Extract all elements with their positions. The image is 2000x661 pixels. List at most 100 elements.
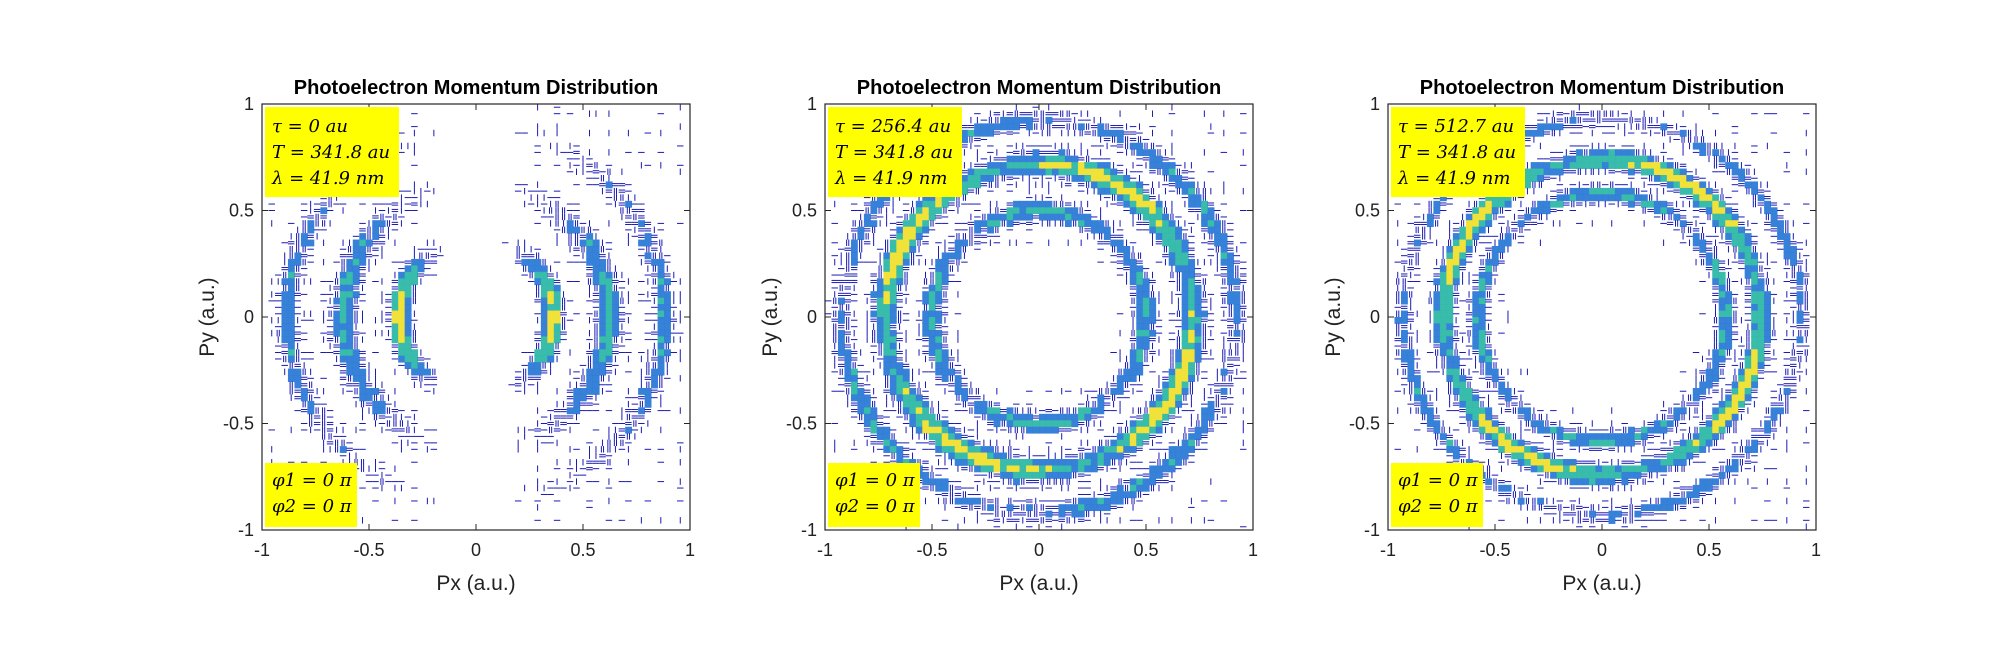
contour-cell — [883, 349, 890, 356]
contour-cell — [1136, 427, 1143, 434]
contour-cell — [651, 259, 658, 266]
contour-cell — [1084, 220, 1091, 227]
contour-cell — [948, 453, 955, 460]
contour-cell — [929, 336, 936, 343]
contour-cell — [968, 169, 975, 176]
contour-cell — [599, 265, 606, 272]
contour-cell — [658, 336, 665, 343]
contour-cell — [1130, 188, 1137, 195]
contour-cell — [573, 401, 580, 408]
contour-cell — [890, 246, 897, 253]
contour-cell — [664, 278, 671, 285]
contour-cell — [935, 356, 942, 363]
contour-cell — [528, 259, 535, 266]
contour-cell — [1091, 227, 1098, 234]
contour-cell — [333, 317, 340, 324]
contour-cell — [1084, 175, 1091, 182]
contour-cell — [1065, 472, 1072, 479]
contour-cell — [1000, 472, 1007, 479]
contour-cell — [606, 349, 613, 356]
contour-cell — [922, 401, 929, 408]
contour-cell — [333, 311, 340, 318]
contour-cell — [1045, 465, 1052, 472]
contour-cell — [1156, 207, 1163, 214]
contour-cell — [599, 369, 606, 376]
contour-cell — [948, 446, 955, 453]
contour-cell — [1136, 349, 1143, 356]
contour-cell — [942, 485, 949, 492]
contour-cell — [1052, 214, 1059, 221]
contour-cell — [942, 420, 949, 427]
contour-cell — [1149, 149, 1156, 156]
contour-cell — [294, 252, 301, 259]
contour-cell — [1117, 433, 1124, 440]
contour-cell — [359, 240, 366, 247]
contour-cell — [340, 304, 347, 311]
contour-cell — [955, 375, 962, 382]
contour-cell — [929, 427, 936, 434]
contour-cell — [974, 220, 981, 227]
y-tick-label: 0.5 — [792, 201, 817, 221]
contour-cell — [1013, 169, 1020, 176]
contour-cell — [1104, 498, 1111, 505]
contour-cell — [638, 407, 645, 414]
contour-cell — [411, 356, 418, 363]
contour-cell — [890, 336, 897, 343]
contour-cell — [1136, 143, 1143, 150]
contour-cell — [541, 285, 548, 292]
x-tick-label: -0.5 — [353, 540, 384, 560]
contour-cell — [405, 311, 412, 318]
contour-cell — [1097, 220, 1104, 227]
contour-cell — [1065, 156, 1072, 163]
contour-cell — [942, 259, 949, 266]
contour-cell — [593, 349, 600, 356]
contour-cell — [1143, 285, 1150, 292]
contour-cell — [935, 427, 942, 434]
contour-cell — [1201, 311, 1208, 318]
annotation-text: τ = 256.4 au — [835, 116, 951, 137]
contour-cell — [606, 181, 613, 188]
contour-cell — [883, 427, 890, 434]
contour-cell — [294, 382, 301, 389]
contour-cell — [929, 330, 936, 337]
contour-cell — [1130, 349, 1137, 356]
contour-cell — [935, 369, 942, 376]
contour-cell — [1039, 207, 1046, 214]
contour-cell — [961, 188, 968, 195]
x-tick-label: 0 — [471, 540, 481, 560]
contour-cell — [664, 291, 671, 298]
contour-cell — [974, 169, 981, 176]
contour-cell — [1401, 317, 1408, 324]
contour-cell — [883, 311, 890, 318]
contour-cell — [1169, 259, 1176, 266]
contour-cell — [1091, 169, 1098, 176]
contour-cell — [1045, 459, 1052, 466]
contour-cell — [890, 382, 897, 389]
contour-cell — [405, 362, 412, 369]
contour-cell — [664, 330, 671, 337]
contour-cell — [606, 336, 613, 343]
contour-cell — [651, 369, 658, 376]
contour-cell — [405, 317, 412, 324]
contour-cell — [935, 259, 942, 266]
contour-cell — [1084, 465, 1091, 472]
contour-cell — [554, 336, 561, 343]
contour-cell — [1143, 478, 1150, 485]
contour-cell — [1013, 201, 1020, 208]
contour-cell — [870, 427, 877, 434]
contour-cell — [593, 246, 600, 253]
contour-cell — [405, 336, 412, 343]
contour-cell — [1149, 201, 1156, 208]
contour-cell — [1058, 420, 1065, 427]
contour-cell — [340, 317, 347, 324]
contour-cell — [883, 278, 890, 285]
contour-cell — [1013, 214, 1020, 221]
contour-cell — [1175, 369, 1182, 376]
contour-cell — [1013, 465, 1020, 472]
contour-cell — [890, 440, 897, 447]
contour-cell — [1013, 123, 1020, 130]
contour-cell — [1130, 201, 1137, 208]
contour-cell — [606, 356, 613, 363]
contour-cell — [1394, 317, 1401, 324]
contour-cell — [1175, 265, 1182, 272]
